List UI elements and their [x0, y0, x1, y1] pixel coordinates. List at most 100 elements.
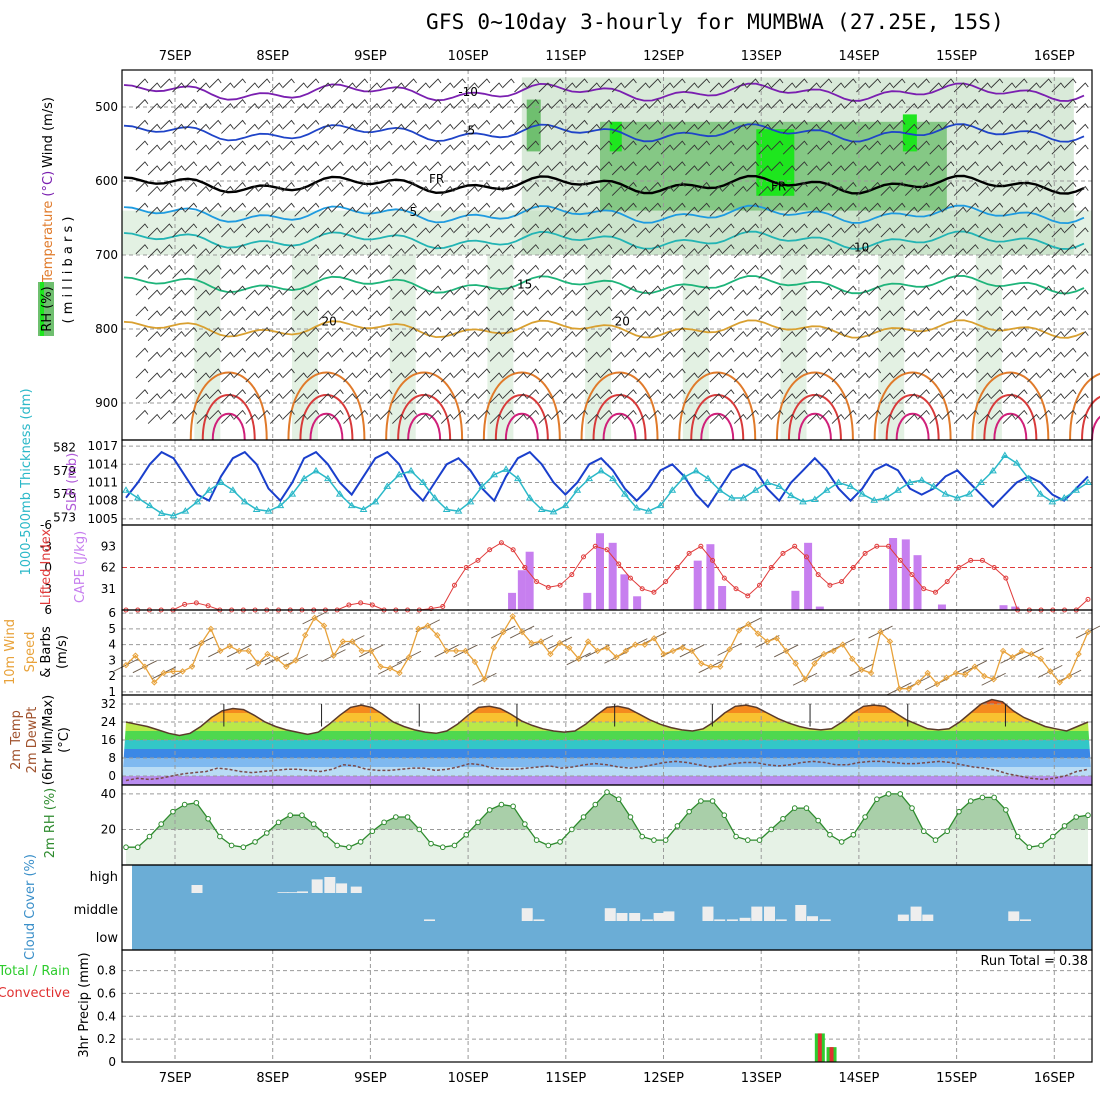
rh-marker	[1014, 833, 1021, 840]
date-label-bottom: 13SEP	[741, 1071, 782, 1086]
wind-barb	[648, 119, 662, 130]
boundary-layer-isotherm	[700, 412, 735, 441]
wind-barb	[465, 351, 479, 362]
rh-marker	[651, 837, 657, 843]
wind-barb	[416, 185, 430, 196]
cloud-bar	[1008, 911, 1020, 921]
rh-marker	[381, 819, 387, 826]
cape-bar	[815, 606, 824, 610]
wind-barb	[1002, 413, 1016, 424]
wind-barb	[184, 78, 198, 89]
wind-barb	[770, 306, 784, 317]
wind-barb	[257, 181, 271, 192]
cape-bar	[913, 555, 922, 610]
wind-barb	[489, 103, 503, 114]
wind-barb	[440, 413, 454, 424]
wind-barb	[563, 227, 576, 238]
wind-barb	[636, 103, 649, 114]
wind-barb	[1027, 227, 1040, 238]
thickness-marker	[252, 505, 261, 513]
thickness-marker	[205, 486, 214, 493]
wind-barb	[709, 393, 723, 404]
wind-barb	[807, 82, 820, 93]
wind-barb	[782, 103, 796, 114]
wind-barb	[843, 99, 857, 110]
thickness-marker	[846, 482, 855, 489]
wind-barb	[428, 244, 442, 255]
wind-barb	[233, 223, 246, 234]
wind-barb	[269, 310, 283, 321]
wind-barb	[514, 185, 527, 196]
wind-barb	[196, 165, 210, 176]
precip-convective-bar	[817, 1033, 822, 1062]
wind-barb	[1002, 372, 1016, 383]
wind-barb	[941, 99, 955, 110]
wind-barb	[501, 326, 515, 337]
wind-barb	[990, 202, 1004, 213]
rh-marker	[228, 842, 235, 849]
wind-barb	[1039, 347, 1053, 358]
wind-barb	[428, 264, 442, 275]
wind-barb	[221, 185, 234, 196]
wind-barb	[477, 181, 491, 192]
wind-barb	[685, 393, 698, 404]
wind-barb	[550, 368, 564, 379]
wind-barb	[843, 264, 857, 275]
wind-barb	[880, 268, 894, 279]
wind-barb	[221, 248, 234, 259]
thickness-marker	[454, 507, 463, 514]
wind-barb	[917, 119, 930, 130]
wind-barb	[172, 330, 185, 341]
wind-barb	[697, 347, 711, 358]
thickness-marker	[478, 482, 487, 489]
isotherm-label: 10	[854, 240, 869, 254]
wind-barb	[904, 123, 918, 134]
wind-barb	[770, 99, 784, 110]
wind-barb	[746, 119, 759, 130]
wind-barb	[1014, 99, 1028, 110]
thickness-marker	[1000, 451, 1009, 458]
wind-barb	[721, 181, 735, 192]
wind-barb	[379, 389, 393, 400]
wind-barb	[269, 144, 283, 155]
wind-barb	[367, 393, 381, 404]
wind-barb	[294, 330, 308, 341]
wind-barb	[392, 289, 405, 300]
wind-barb	[575, 202, 588, 213]
wind-barb	[514, 289, 527, 300]
wind-barb	[1051, 82, 1065, 93]
wind-barb	[782, 393, 796, 404]
wind-speed-marker	[1009, 654, 1016, 661]
wind-barb	[1027, 103, 1040, 114]
rh-marker	[744, 837, 751, 843]
wind-barb	[257, 285, 271, 296]
rh-marker	[838, 839, 845, 845]
wind-barb	[245, 351, 259, 362]
wind-barb	[1075, 144, 1089, 155]
wind-barb	[624, 119, 637, 130]
wind-barb	[880, 330, 894, 341]
pressure-tick-label: 900	[95, 396, 118, 410]
wind-barb	[282, 181, 295, 192]
wind-barb	[318, 289, 332, 300]
wind-speed-marker	[368, 647, 375, 655]
wind-barb	[575, 161, 588, 172]
wind-barb	[501, 264, 515, 275]
wind-barb	[831, 185, 845, 196]
li-marker	[874, 543, 880, 549]
slp-tick: 1008	[87, 494, 118, 508]
li-marker	[627, 575, 633, 581]
wind-barb	[892, 389, 906, 400]
wind-barb	[1039, 285, 1053, 296]
thickness-marker	[1012, 459, 1021, 466]
wind-barb	[831, 165, 845, 176]
rh-marker	[1073, 814, 1080, 820]
wind-speed-marker	[707, 663, 714, 670]
wind-barb	[685, 123, 698, 134]
wind-barb	[587, 185, 601, 196]
wind-barb	[611, 123, 625, 134]
wind-barb	[563, 393, 576, 404]
ylabel-rh2m: 2m RH (%)	[43, 788, 58, 859]
boundary-layer-isotherm	[309, 412, 344, 441]
wind-barb	[428, 368, 442, 379]
